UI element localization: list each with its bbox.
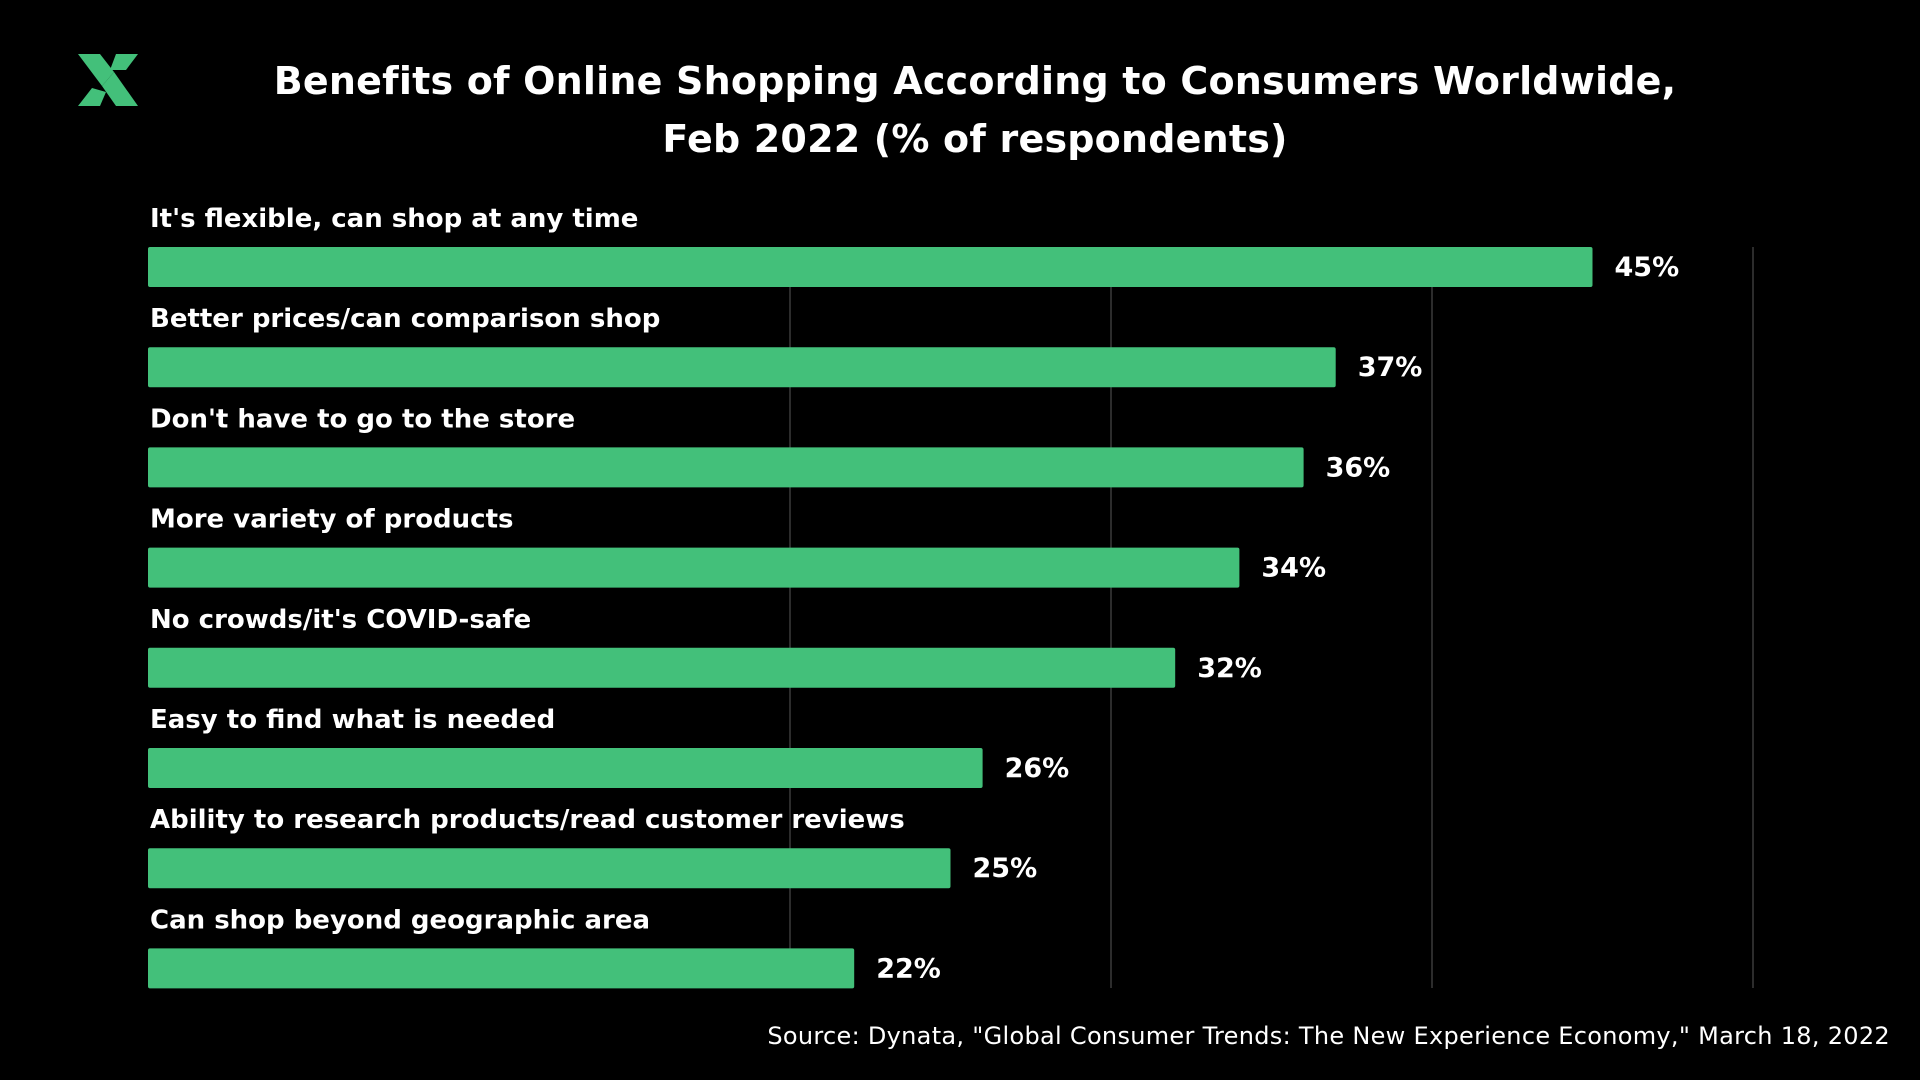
value-label: 22% [876, 953, 941, 984]
category-label: No crowds/it's COVID-safe [150, 605, 531, 635]
chart-title-line-1: Benefits of Online Shopping According to… [273, 59, 1677, 103]
bar [148, 848, 951, 889]
category-label: It's flexible, can shop at any time [150, 204, 638, 234]
category-label: Ability to research products/read custom… [150, 805, 905, 835]
category-label: Can shop beyond geographic area [150, 905, 650, 935]
bar [148, 647, 1176, 688]
bars [148, 247, 1593, 989]
bar [148, 547, 1240, 588]
bar [148, 347, 1336, 388]
chart-title: Benefits of Online Shopping According to… [180, 52, 1770, 168]
category-label: Easy to find what is needed [150, 705, 555, 735]
value-label: 45% [1615, 252, 1680, 283]
value-label: 37% [1358, 352, 1423, 383]
value-label: 36% [1326, 452, 1391, 483]
chart-title-line-2: Feb 2022 (% of respondents) [662, 117, 1288, 161]
value-label: 34% [1261, 553, 1326, 584]
category-label: Better prices/can comparison shop [150, 304, 660, 334]
bar [148, 748, 983, 788]
category-labels: It's flexible, can shop at any time Bette… [150, 204, 905, 935]
value-label: 32% [1197, 653, 1262, 684]
value-label: 25% [973, 853, 1038, 884]
value-label: 26% [1005, 753, 1070, 784]
category-label: More variety of products [150, 505, 514, 535]
source-note: Source: Dynata, "Global Consumer Trends:… [767, 1022, 1890, 1050]
category-label: Don't have to go to the store [150, 404, 575, 434]
bar [148, 447, 1304, 488]
bar [148, 948, 855, 989]
bar [148, 247, 1593, 287]
value-labels: 45% 37% 36% 34% 32% 26% 25% 22% [876, 252, 1679, 984]
brand-logo-icon [78, 54, 138, 106]
